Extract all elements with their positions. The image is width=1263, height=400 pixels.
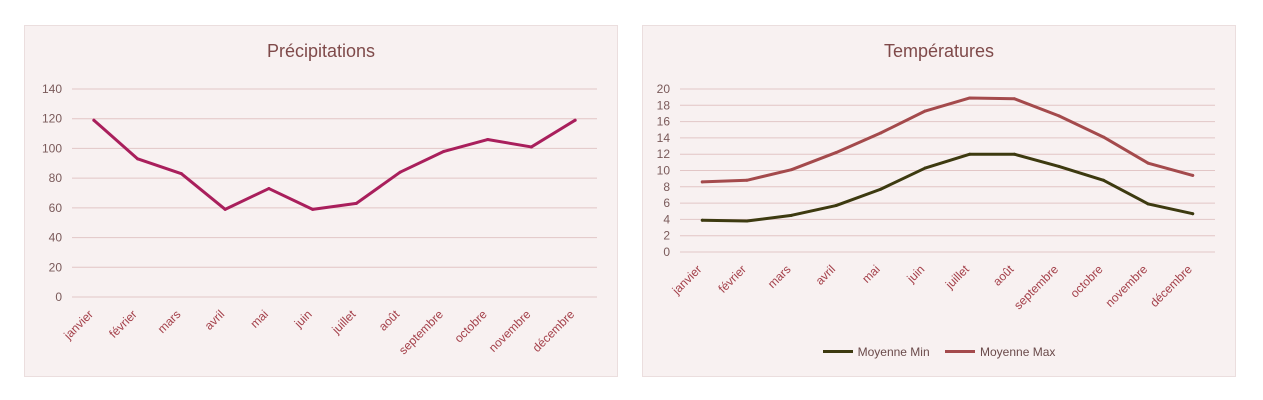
precipitation-chart-title: Précipitations [266,41,376,61]
temperature-y-tick-label: 8 [663,180,670,194]
temperature-data-point [1191,212,1195,216]
precipitation-data-point [267,187,271,191]
temperature-x-tick-label: avril [813,262,838,287]
precipitation-chart-svg: 0 20 40 60 80 100 120 140 janvier février mars avri… [42,82,597,357]
temperature-y-tick-label: 4 [663,212,670,226]
temperature-series-line-1 [700,96,1195,184]
temperature-data-point [834,204,838,208]
legend-swatch-max [945,350,975,353]
temperature-y-tick-label: 12 [657,147,671,161]
precipitation-x-tick-label: mars [155,307,184,336]
temperature-y-tick-label: 14 [657,131,671,145]
temperature-data-point [745,178,749,182]
temperature-chart-svg: 0 2 4 6 8 10 12 14 16 18 20 janvier février mars avril… [657,82,1215,312]
precipitation-x-tick-label: août [376,307,403,334]
temperature-data-point [1012,152,1016,156]
precipitation-data-point [223,207,227,211]
temperature-chart-title: Températures [883,41,995,61]
temperature-data-point [834,151,838,155]
precipitation-y-tick-label: 100 [42,141,62,155]
temperature-legend: Moyenne Min Moyenne Max [643,342,1235,359]
temperature-data-point [968,96,972,100]
temperature-series-line-0 [700,152,1195,223]
legend-swatch-min [822,350,853,353]
precipitation-y-tick-label: 40 [49,231,63,245]
temperature-y-tick-label: 0 [663,245,670,259]
precipitation-x-tick-label: juillet [329,307,359,337]
precipitation-data-point [354,201,358,205]
temperature-data-point [879,131,883,135]
temperature-x-tick-label: novembre [1103,262,1151,310]
precipitation-series-line-0 [92,118,577,211]
temperature-data-point [923,109,927,113]
precipitation-data-point [311,207,315,211]
precipitation-x-tick-label: janvier [60,307,96,343]
legend-item-max: Moyenne Max [945,345,1055,359]
temperature-data-point [1057,164,1061,168]
temperature-chart-panel: Températures 0 2 4 6 8 10 12 14 16 18 20 janvier fév… [642,25,1236,377]
precipitation-data-point [486,138,490,142]
precipitation-y-tick-label: 140 [42,82,62,96]
temperature-data-point [1146,202,1150,206]
precipitation-y-tick-label: 120 [42,112,62,126]
temperature-x-tick-label: mai [859,262,883,286]
temperature-data-point [968,152,972,156]
temperature-data-point [1012,97,1016,101]
legend-item-min: Moyenne Min [822,344,930,359]
temperature-x-tick-label: mars [765,262,794,291]
precipitation-data-point [573,118,577,122]
precipitation-x-tick-label: juin [291,307,315,331]
precipitation-x-tick-label: septembre [396,307,446,357]
precipitation-x-tick-label: février [106,307,139,340]
temperature-x-tick-label: janvier [669,262,705,298]
precipitation-data-point [442,149,446,153]
temperature-y-tick-label: 18 [657,98,671,112]
precipitation-x-tick-label: novembre [486,307,534,355]
temperature-x-tick-label: août [990,262,1017,289]
precipitation-chart-panel: Précipitations 0 20 40 60 80 100 120 140 janvier… [24,25,618,377]
temperature-y-tick-label: 6 [663,196,670,210]
temperature-data-point [1191,173,1195,177]
temperature-x-tick-label: juillet [942,262,972,292]
temperature-data-point [745,219,749,223]
temperature-x-tick-label: septembre [1011,262,1061,312]
precipitation-y-tick-label: 60 [49,201,63,215]
temperature-y-tick-label: 16 [657,115,671,129]
temperature-data-point [789,168,793,172]
temperature-x-tick-label: décembre [1147,262,1195,310]
temperature-y-tick-label: 2 [663,229,670,243]
temperature-data-point [1102,178,1106,182]
precipitation-data-point [529,145,533,149]
temperature-x-tick-label: février [716,262,749,295]
temperature-data-point [923,166,927,170]
legend-label-max: Moyenne Max [980,344,1056,359]
precipitation-x-tick-label: octobre [452,307,490,345]
precipitation-data-point [92,118,96,122]
temperature-data-point [789,213,793,217]
precipitation-data-point [136,157,140,161]
temperature-data-point [1057,114,1061,118]
precipitation-y-tick-label: 80 [49,171,63,185]
temperature-data-point [1102,135,1106,139]
legend-label-min: Moyenne Min [857,344,930,359]
temperature-x-tick-label: octobre [1067,262,1105,300]
temperature-data-point [879,187,883,191]
precipitation-y-tick-label: 20 [49,260,63,274]
temperature-x-tick-label: juin [904,262,928,286]
temperature-y-tick-label: 10 [657,164,671,178]
temperature-data-point [700,180,704,184]
temperature-y-tick-label: 20 [657,82,671,96]
precipitation-data-point [398,170,402,174]
temperature-data-point [700,218,704,222]
precipitation-x-tick-label: mai [247,307,271,331]
precipitation-y-tick-label: 0 [55,290,62,304]
temperature-data-point [1146,161,1150,165]
precipitation-data-point [179,172,183,176]
precipitation-x-tick-label: décembre [530,307,578,355]
precipitation-x-tick-label: avril [202,307,227,332]
